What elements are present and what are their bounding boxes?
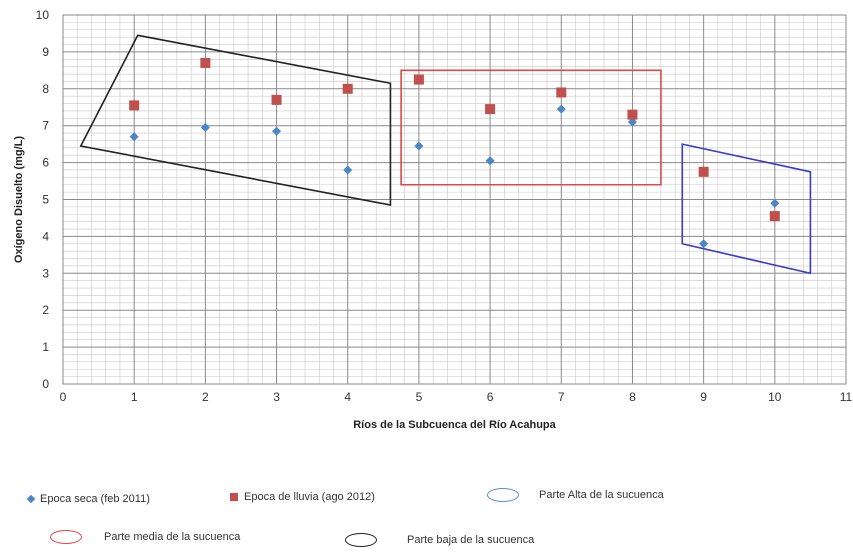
rainy-season-point — [129, 100, 140, 111]
rainy-season-point — [627, 109, 638, 120]
y-tick-label: 9 — [42, 45, 49, 59]
x-tick-label: 9 — [700, 390, 707, 404]
x-tick-label: 1 — [131, 390, 138, 404]
dry-season-point — [556, 104, 566, 114]
rainy-season-point — [413, 74, 424, 85]
x-tick-label: 11 — [840, 390, 853, 404]
y-tick-label: 2 — [42, 303, 49, 317]
rainy-season-point — [200, 57, 211, 68]
x-tick-label: 3 — [273, 390, 280, 404]
x-tick-label: 6 — [487, 390, 494, 404]
y-tick-label: 5 — [42, 193, 49, 207]
rainy-season-point — [769, 211, 780, 222]
rainy-season-point — [556, 87, 567, 98]
legend-item-epoca-lluvia: Epoca de lluvia (ago 2012) — [230, 491, 375, 503]
legend-item-parte-alta: Parte Alta de la sucuenca — [487, 488, 664, 502]
y-axis-title: Oxígeno Disuelto (mg/L) — [13, 136, 25, 263]
data-points — [129, 57, 780, 249]
region-polygons — [79, 34, 812, 275]
rainy-season-point — [271, 94, 282, 105]
rainy-season-point — [342, 83, 353, 94]
legend-label: Epoca de lluvia (ago 2012) — [244, 491, 375, 503]
y-tick-label: 3 — [42, 266, 49, 280]
legend-item-parte-media: Parte media de la sucuenca — [50, 530, 240, 544]
legend-item-epoca-seca: Epoca seca (feb 2011) — [26, 493, 150, 505]
x-axis-ticks: 0 1 2 3 4 5 6 7 8 9 10 11 — [60, 390, 853, 404]
dry-season-point — [200, 123, 210, 133]
x-tick-label: 0 — [60, 390, 67, 404]
legend-ellipse-marker — [487, 488, 519, 502]
y-tick-label: 8 — [42, 82, 49, 96]
y-tick-label: 4 — [42, 229, 49, 243]
dry-season-point — [485, 156, 495, 166]
x-tick-label: 10 — [768, 390, 782, 404]
y-tick-label: 10 — [36, 8, 50, 22]
legend-label: Epoca seca (feb 2011) — [40, 493, 150, 505]
legend-square-marker — [230, 493, 238, 501]
x-tick-label: 8 — [629, 390, 636, 404]
legend-ellipse-marker — [50, 530, 82, 544]
plot-area-border — [62, 14, 847, 385]
legend-label: Parte Alta de la sucuenca — [539, 489, 664, 501]
x-axis-title: Ríos de la Subcuenca del Río Acahupa — [353, 419, 556, 431]
legend-diamond-marker — [26, 494, 36, 504]
region-outline — [79, 34, 392, 207]
dry-season-point — [770, 198, 780, 208]
legend-ellipse-marker — [345, 533, 377, 547]
x-tick-label: 2 — [202, 390, 209, 404]
x-tick-label: 5 — [416, 390, 423, 404]
legend-item-parte-baja: Parte baja de la sucuenca — [345, 533, 534, 547]
rainy-season-point — [698, 166, 709, 177]
rainy-season-point — [485, 104, 496, 115]
y-tick-label: 1 — [42, 340, 49, 354]
x-tick-label: 4 — [344, 390, 351, 404]
dry-season-point — [414, 141, 424, 151]
legend-label: Parte baja de la sucuenca — [407, 534, 535, 546]
y-tick-label: 7 — [42, 119, 49, 133]
y-axis-ticks: 0 1 2 3 4 5 6 7 8 9 10 — [36, 8, 50, 391]
dry-season-point — [272, 126, 282, 136]
region-outline — [681, 143, 812, 275]
dry-season-point — [129, 132, 139, 142]
dry-season-point — [699, 239, 709, 249]
legend-label: Parte media de la sucuenca — [104, 531, 241, 543]
y-tick-label: 0 — [42, 377, 49, 391]
dry-season-point — [343, 165, 353, 175]
dry-season-point — [627, 117, 637, 127]
y-tick-label: 6 — [42, 156, 49, 170]
region-outline — [400, 69, 662, 186]
x-tick-label: 7 — [558, 390, 565, 404]
